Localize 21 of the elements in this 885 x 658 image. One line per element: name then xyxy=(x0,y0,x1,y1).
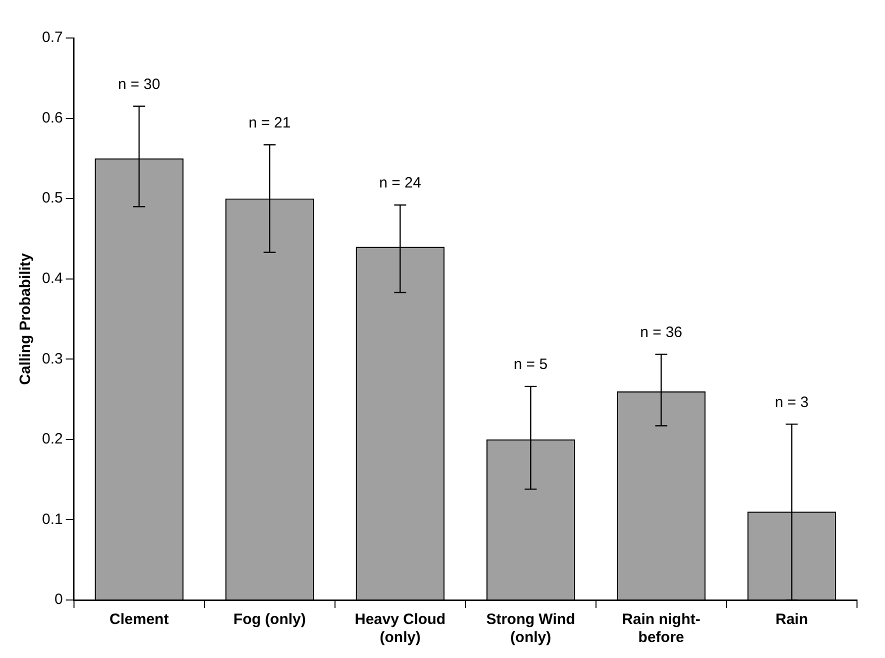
y-axis-title: Calling Probability xyxy=(17,252,34,385)
x-tick-label: Strong Wind (only) xyxy=(486,611,576,646)
y-tick-label: 0.1 xyxy=(42,510,63,528)
x-tick-label: Rain xyxy=(775,611,808,628)
y-tick-label: 0.5 xyxy=(42,190,63,207)
y-tick-label: 0 xyxy=(54,591,63,608)
y-tick-label: 0.3 xyxy=(42,350,63,368)
annotation: n = 30 xyxy=(118,76,160,93)
y-tick-label: 0.4 xyxy=(42,270,63,287)
y-tick-label: 0.7 xyxy=(42,29,63,46)
x-tick-label: Clement xyxy=(110,611,169,628)
y-tick-label: 0.2 xyxy=(42,430,63,448)
annotation: n = 3 xyxy=(774,394,809,411)
y-tick-label: 0.6 xyxy=(42,109,63,126)
annotation: n = 21 xyxy=(248,114,291,132)
x-tick-label: Heavy Cloud (only) xyxy=(354,611,446,646)
annotation: n = 24 xyxy=(379,174,422,192)
annotation: n = 5 xyxy=(514,356,548,374)
annotation: n = 36 xyxy=(640,324,682,341)
x-tick-label: Rain night-before xyxy=(622,611,700,646)
x-tick-label: Fog (only) xyxy=(233,611,306,628)
